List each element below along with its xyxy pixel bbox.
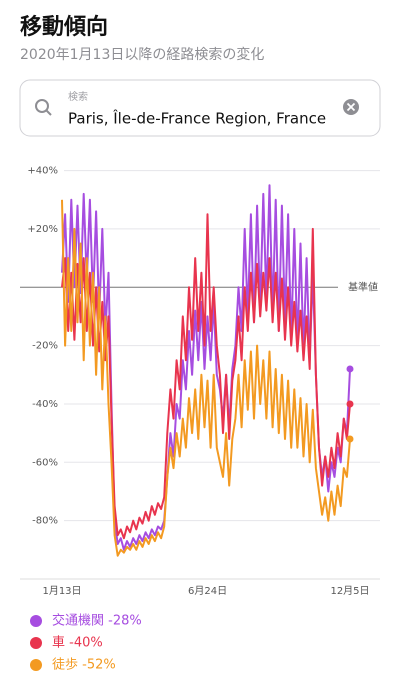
- title: 移動傾向: [20, 14, 108, 40]
- search-icon-handle: [45, 109, 52, 116]
- legend-label: 徒歩 -52%: [52, 658, 116, 673]
- series-line: [61, 199, 351, 557]
- series-line: [61, 213, 351, 540]
- legend-dot: [30, 615, 42, 627]
- y-tick-label: +40%: [27, 166, 58, 177]
- search-label: 検索: [68, 90, 88, 103]
- end-dot: [346, 365, 354, 373]
- y-tick-label: +20%: [27, 224, 58, 235]
- y-tick-label: -80%: [32, 516, 58, 527]
- search-icon: [35, 99, 49, 113]
- y-tick-label: -20%: [32, 341, 58, 352]
- end-dot: [346, 435, 354, 443]
- x-tick-label: 6月24日: [188, 585, 227, 597]
- x-tick-label: 1月13日: [42, 585, 81, 597]
- subtitle: 2020年1月13日以降の経路検索の変化: [20, 46, 264, 63]
- x-tick-label: 12月5日: [330, 585, 369, 597]
- y-tick-label: -60%: [32, 457, 58, 468]
- legend-label: 交通機関 -28%: [52, 613, 142, 629]
- legend-label: 車 -40%: [52, 636, 103, 651]
- search-value[interactable]: Paris, Île-de-France Region, France: [68, 109, 326, 128]
- legend-dot: [30, 659, 42, 671]
- end-dot: [346, 400, 354, 408]
- legend-dot: [30, 637, 42, 649]
- y-tick-label: -40%: [32, 399, 58, 410]
- clear-icon: [346, 102, 356, 112]
- search-box[interactable]: [19, 79, 381, 137]
- baseline-label: 基準値: [348, 280, 378, 293]
